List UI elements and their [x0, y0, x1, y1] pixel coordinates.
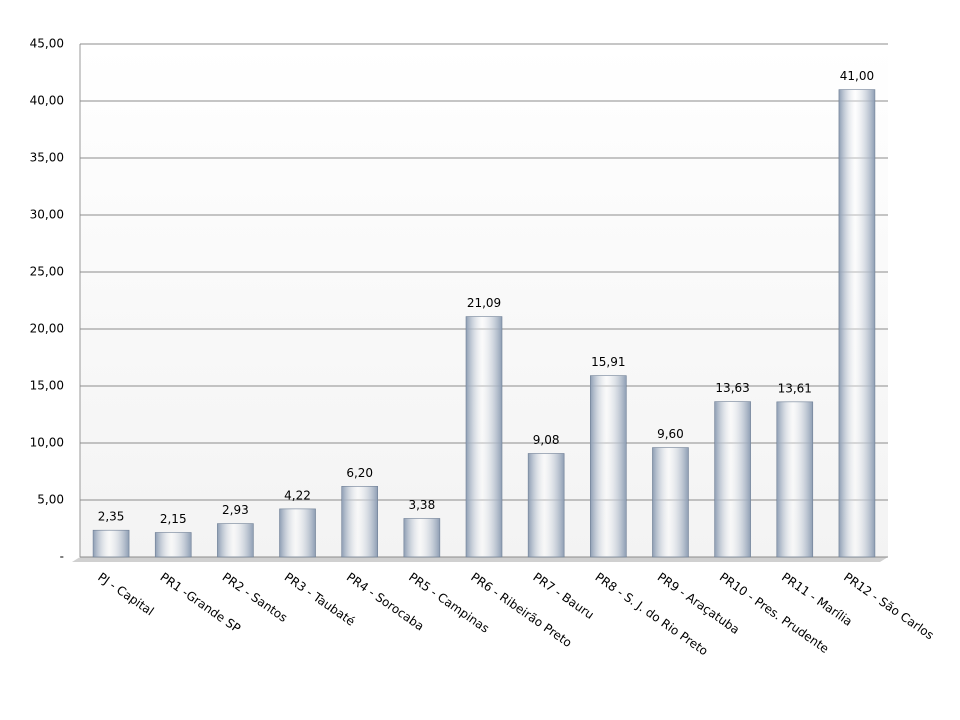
x-tick-label: PR12 - São Carlos [841, 570, 936, 643]
data-label: 2,15 [160, 512, 187, 526]
x-tick-label: PR10 - Pres. Prudente [717, 570, 832, 656]
data-label: 9,08 [533, 433, 560, 447]
bar [403, 518, 441, 558]
data-label: 13,61 [778, 381, 812, 395]
data-label: 13,63 [715, 381, 749, 395]
y-tick-label: 45,00 [30, 37, 64, 51]
y-tick-label: - [60, 550, 64, 564]
data-label: 2,93 [222, 503, 249, 517]
data-label: 6,20 [346, 466, 373, 480]
data-label: 3,38 [408, 498, 435, 512]
bar [714, 401, 751, 558]
x-tick-label: PR8 - S. J. do Rio Preto [593, 570, 711, 659]
bar [527, 453, 565, 558]
bar [154, 532, 192, 558]
bar [341, 486, 378, 558]
bar [217, 523, 254, 558]
x-tick-label: PJ - Capital [95, 570, 156, 619]
bar [838, 89, 876, 558]
data-label: 21,09 [467, 296, 501, 310]
y-tick-label: 35,00 [30, 151, 64, 165]
y-tick-label: 30,00 [30, 208, 64, 222]
bar [92, 529, 130, 558]
y-tick-label: 25,00 [30, 265, 64, 279]
y-tick-label: 10,00 [30, 436, 64, 450]
bar [465, 316, 503, 558]
bar [590, 375, 627, 558]
bar [279, 508, 316, 558]
data-label: 41,00 [840, 69, 874, 83]
data-label: 9,60 [657, 427, 684, 441]
data-label: 15,91 [591, 355, 625, 369]
y-tick-label: 15,00 [30, 379, 64, 393]
y-tick-label: 20,00 [30, 322, 64, 336]
data-label: 2,35 [98, 510, 125, 524]
y-tick-label: 5,00 [37, 493, 64, 507]
data-label: 4,22 [284, 488, 311, 502]
bar [776, 401, 814, 558]
floor [72, 557, 888, 562]
y-tick-label: 40,00 [30, 94, 64, 108]
x-tick-label: PR6 - Ribeirão Preto [468, 570, 574, 650]
bar [652, 447, 689, 558]
